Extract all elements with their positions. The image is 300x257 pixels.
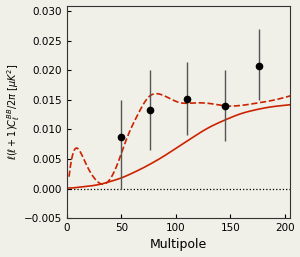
Y-axis label: $\ell(\ell+1)C_\ell^{BB}/2\pi\ [\mu K^2]$: $\ell(\ell+1)C_\ell^{BB}/2\pi\ [\mu K^2]… [6, 64, 22, 160]
X-axis label: Multipole: Multipole [150, 238, 207, 251]
